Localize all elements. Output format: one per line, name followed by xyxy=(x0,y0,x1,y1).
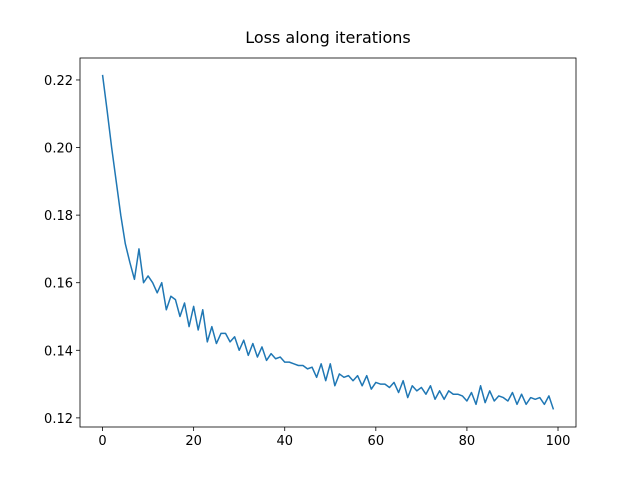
y-tick-label: 0.20 xyxy=(44,142,73,157)
x-tick-label: 20 xyxy=(185,434,202,449)
x-tick-label: 40 xyxy=(276,434,293,449)
axes-frame xyxy=(79,57,577,428)
y-tick-label: 0.18 xyxy=(44,209,73,224)
x-tick-label: 60 xyxy=(368,434,385,449)
y-tick-label: 0.12 xyxy=(44,412,73,427)
y-tick-label: 0.16 xyxy=(44,277,73,292)
x-tick-label: 100 xyxy=(546,434,571,449)
y-tick-label: 0.14 xyxy=(44,344,73,359)
line-series xyxy=(101,74,555,410)
y-tick-label: 0.22 xyxy=(44,74,73,89)
x-tick-label: 80 xyxy=(459,434,476,449)
chart-title: Loss along iterations xyxy=(245,28,411,47)
x-tick-label: 0 xyxy=(98,434,106,449)
